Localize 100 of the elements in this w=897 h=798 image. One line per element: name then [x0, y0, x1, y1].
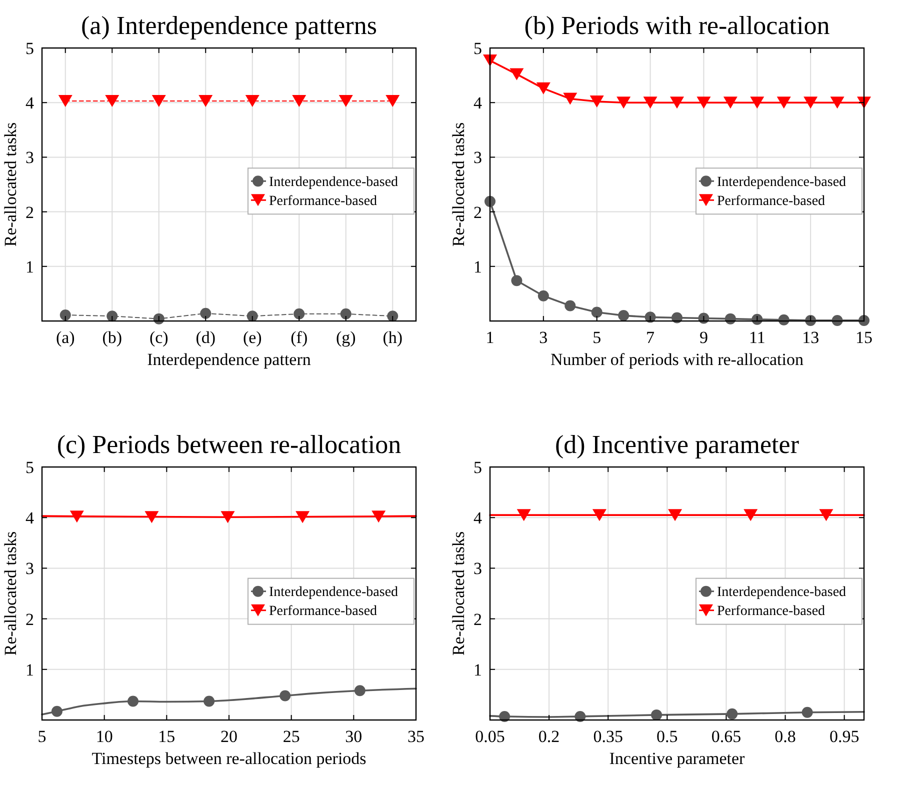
point [618, 310, 630, 322]
legend-label: Interdependence-based [269, 585, 398, 600]
x-axis-title: Interdependence pattern [147, 350, 312, 369]
x-axis-title: Incentive parameter [609, 749, 746, 768]
point [511, 275, 522, 286]
x-tick-label: (d) [196, 328, 216, 347]
x-tick-label: (h) [382, 328, 403, 347]
x-tick-label: 15 [856, 328, 872, 347]
y-axis-title: Re-allocated tasks [449, 122, 468, 247]
x-tick-label: (e) [242, 328, 262, 347]
y-tick-label: 2 [26, 202, 34, 222]
point [204, 696, 215, 707]
point [338, 94, 353, 107]
y-tick-label: 1 [26, 660, 34, 680]
point [70, 510, 84, 523]
y-tick-label: 2 [26, 610, 34, 629]
point [516, 509, 531, 522]
x-tick-label: 30 [345, 727, 362, 746]
y-tick-label: 3 [26, 148, 34, 168]
y-axis-title: Re-allocated tasks [1, 122, 20, 247]
point [644, 312, 656, 323]
point [670, 96, 684, 109]
point [354, 685, 366, 696]
point [292, 94, 306, 107]
x-tick-label: 25 [282, 727, 300, 746]
y-tick-label: 1 [474, 257, 482, 276]
y-tick-label: 2 [474, 610, 482, 629]
point [574, 710, 586, 722]
point [280, 690, 291, 702]
point [643, 96, 658, 109]
point [819, 509, 834, 522]
y-axis-title: Re-allocated tasks [449, 531, 468, 656]
x-tick-label: (c) [149, 328, 168, 347]
y-tick-label: 1 [26, 257, 34, 276]
y-tick-label: 3 [474, 559, 482, 578]
point [128, 696, 139, 707]
x-tick-label: 0.95 [829, 727, 860, 746]
point [340, 308, 352, 320]
point [592, 509, 606, 522]
point [296, 511, 310, 524]
point [776, 96, 791, 109]
point [60, 309, 71, 320]
x-tick-label: 5 [38, 727, 46, 746]
y-tick-label: 1 [474, 660, 482, 680]
point [152, 94, 166, 107]
x-tick-label: (a) [56, 328, 75, 347]
legend-label: Interdependence-based [717, 175, 846, 190]
legend-label: Performance-based [269, 194, 378, 210]
point [386, 94, 400, 107]
point [538, 290, 549, 302]
y-tick-label: 3 [474, 148, 482, 168]
x-tick-label: 20 [220, 727, 238, 746]
point [672, 312, 682, 324]
point [723, 96, 738, 109]
point [750, 96, 764, 109]
x-tick-label: 7 [646, 328, 656, 347]
legend-label: Interdependence-based [717, 585, 846, 600]
point [616, 96, 631, 109]
y-axis-title: Re-allocated tasks [1, 531, 20, 656]
x-tick-label: 0.65 [711, 727, 742, 746]
x-tick-label: 5 [592, 328, 602, 347]
x-tick-label: (b) [102, 328, 122, 347]
chart-title: (d) Incentive parameter [555, 430, 800, 459]
point [246, 310, 258, 322]
x-tick-label: 15 [158, 727, 176, 746]
x-tick-label: 13 [802, 328, 820, 347]
point [651, 709, 662, 720]
point [200, 308, 212, 319]
chart-title: (a) Interdependence patterns [81, 11, 377, 40]
x-tick-label: 0.8 [774, 727, 796, 746]
point [858, 314, 870, 326]
point [744, 509, 758, 522]
y-tick-label: 4 [474, 508, 482, 528]
y-tick-label: 2 [474, 202, 482, 222]
legend-label: Performance-based [717, 194, 826, 210]
y-tick-label: 5 [26, 458, 34, 477]
point [804, 96, 818, 109]
point [668, 509, 682, 522]
legend-label: Performance-based [717, 604, 826, 620]
x-tick-label: 1 [486, 328, 494, 347]
x-tick-label: 0.05 [475, 727, 505, 746]
x-tick-label: 3 [539, 328, 548, 347]
point [563, 92, 578, 105]
point [726, 708, 738, 720]
legend-label: Performance-based [269, 604, 378, 620]
point [510, 68, 524, 80]
chart-title: (c) Periods between re-allocation [56, 430, 402, 459]
x-tick-label: 11 [748, 328, 766, 347]
y-tick-label: 5 [474, 38, 482, 58]
x-tick-label: 9 [699, 328, 708, 347]
point [51, 706, 62, 717]
point [58, 94, 72, 107]
y-tick-label: 5 [474, 458, 482, 477]
y-tick-label: 5 [26, 38, 34, 58]
point [387, 310, 398, 322]
x-tick-label: 35 [408, 727, 424, 746]
point [106, 310, 118, 322]
point [372, 510, 386, 523]
chart-title: (b) Periods with re-allocation [524, 11, 830, 40]
point [105, 94, 120, 107]
